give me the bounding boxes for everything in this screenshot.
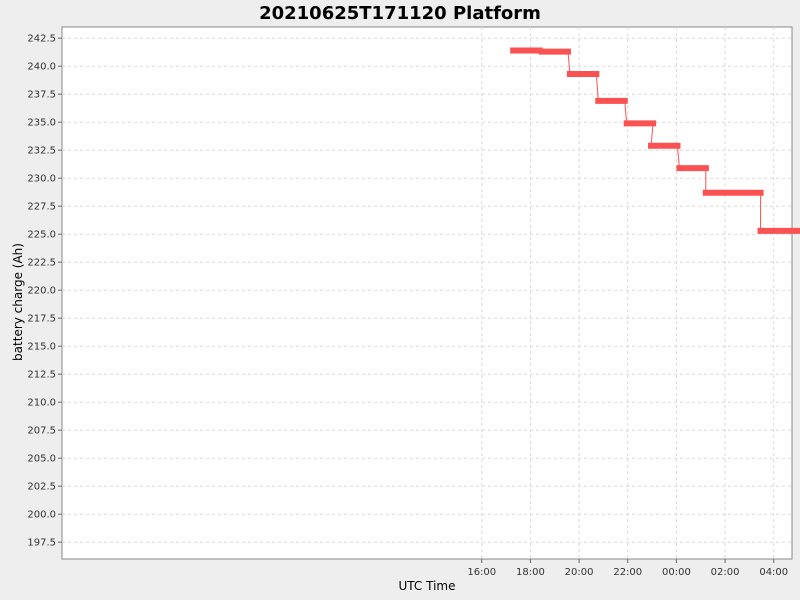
x-tick-label: 22:00 — [613, 567, 642, 578]
y-tick-label: 230.0 — [27, 174, 56, 185]
battery-charge-series — [510, 47, 800, 234]
series-connector — [595, 74, 599, 101]
y-tick-label: 222.5 — [27, 258, 56, 269]
y-tick-label: 210.0 — [27, 398, 56, 409]
y-tick-label: 225.0 — [27, 230, 56, 241]
plot-area — [61, 26, 793, 560]
y-tick-label: 217.5 — [27, 314, 56, 325]
x-tick-label: 18:00 — [516, 567, 545, 578]
y-tick-label: 220.0 — [27, 286, 56, 297]
series-connector — [650, 123, 654, 146]
y-tick-label: 197.5 — [27, 538, 56, 549]
series-connector — [676, 145, 680, 169]
x-axis-label: UTC Time — [399, 579, 456, 593]
x-axis: 16:0018:0020:0022:0000:0002:0004:0006:00… — [467, 559, 788, 578]
chart-title: 20210625T171120 Platform — [259, 3, 541, 24]
y-axis: 197.5 200.0 202.5 205.0 207.5 210.0 212.5 215.0… — [27, 34, 62, 549]
x-tick-label: 02:00 — [711, 567, 740, 578]
y-tick-label: 232.5 — [27, 146, 56, 157]
y-tick-label: 212.5 — [27, 370, 56, 381]
y-tick-label: 200.0 — [27, 510, 56, 521]
y-tick-label: 227.5 — [27, 202, 56, 213]
y-tick-label: 207.5 — [27, 426, 56, 437]
x-tick-label: 00:00 — [662, 567, 691, 578]
series-connector — [567, 51, 571, 75]
x-tick-label: 20:00 — [565, 567, 594, 578]
y-axis-label: battery charge (Ah) — [11, 243, 25, 361]
y-tick-label: 205.0 — [27, 454, 56, 465]
y-tick-label: 240.0 — [27, 62, 56, 73]
y-tick-label: 242.5 — [27, 34, 56, 45]
x-tick-label: 04:00 — [759, 567, 788, 578]
series-connector — [624, 100, 628, 124]
y-tick-label: 235.0 — [27, 118, 56, 129]
y-tick-label: 215.0 — [27, 342, 56, 353]
y-tick-label: 237.5 — [27, 90, 56, 101]
y-tick-label: 202.5 — [27, 482, 56, 493]
x-tick-label: 16:00 — [467, 567, 496, 578]
grid — [62, 27, 792, 559]
